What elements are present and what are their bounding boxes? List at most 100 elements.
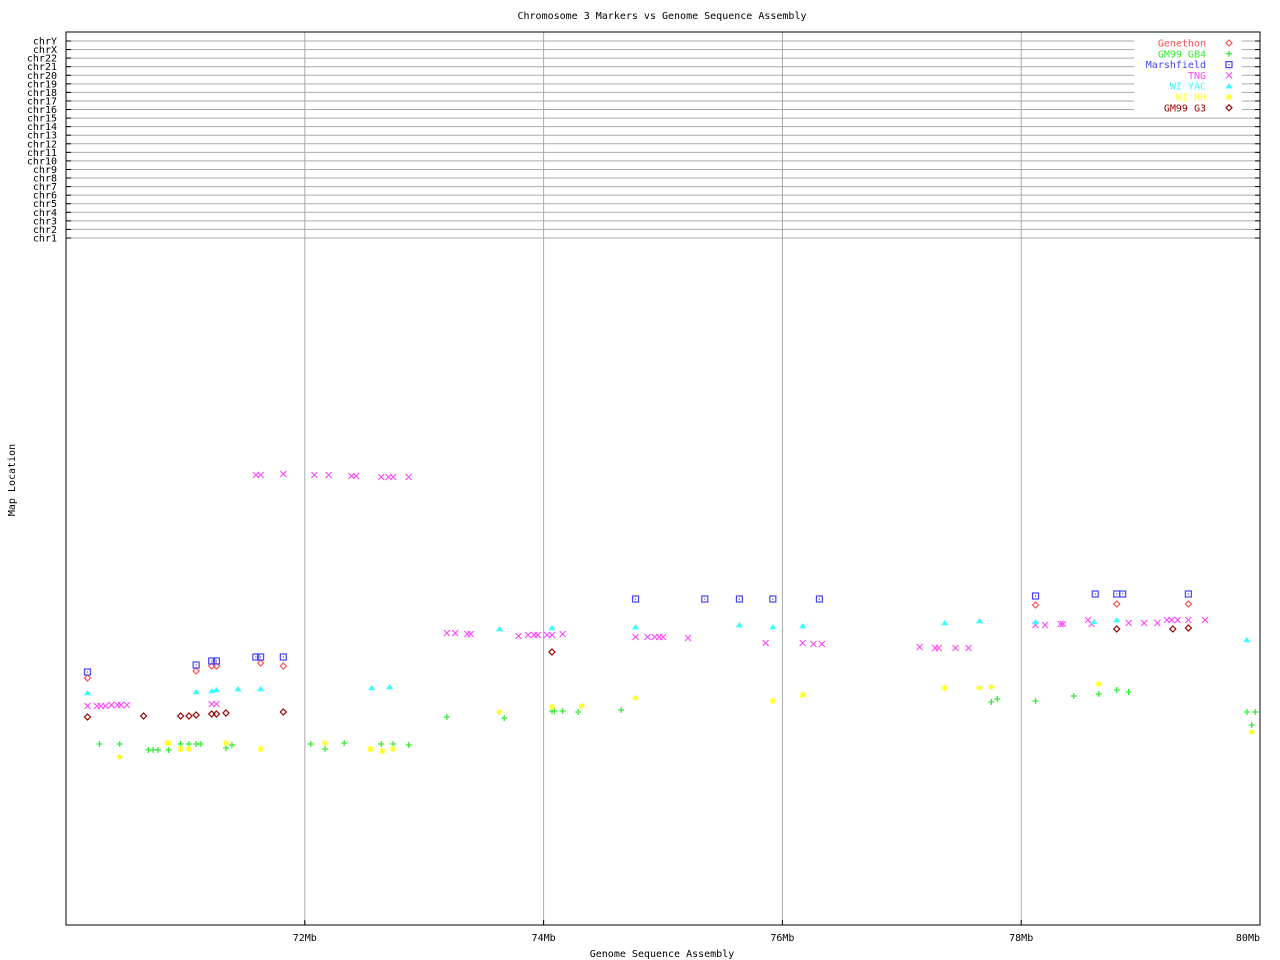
series-wi-rh <box>116 681 1255 760</box>
chromosome-label: chr8 <box>33 174 57 185</box>
data-point <box>1041 621 1049 629</box>
data-point <box>83 689 92 696</box>
data-point <box>192 661 200 669</box>
data-point <box>935 644 943 652</box>
data-point <box>1091 590 1099 598</box>
data-point <box>212 686 221 693</box>
chromosome-label: chr11 <box>27 148 57 159</box>
data-point <box>102 702 109 710</box>
data-point <box>208 657 216 665</box>
chromosome-label: chr17 <box>27 96 57 107</box>
chromosome-label: chr18 <box>27 88 57 99</box>
data-point <box>443 629 451 637</box>
data-point <box>994 696 1001 702</box>
data-point <box>322 740 329 746</box>
data-point <box>176 712 185 720</box>
data-point <box>368 684 376 691</box>
data-point <box>116 754 123 760</box>
data-point <box>965 644 973 652</box>
data-point <box>1059 620 1067 628</box>
data-point <box>1184 590 1192 598</box>
legend-background <box>1134 48 1242 60</box>
legend-label: WI RH <box>1176 93 1206 104</box>
data-point <box>212 657 221 665</box>
data-point <box>379 748 386 754</box>
legend-label: Marshfield <box>1146 60 1206 71</box>
x-tick-label: 74Mb <box>532 933 556 944</box>
data-point <box>212 710 221 718</box>
data-point <box>257 471 265 479</box>
data-point <box>799 639 807 647</box>
data-point <box>256 659 265 667</box>
chromosome-label: chr4 <box>33 208 57 219</box>
data-point <box>279 662 288 670</box>
data-point <box>701 595 709 603</box>
data-point <box>451 629 459 637</box>
data-point <box>1168 625 1177 633</box>
legend-background <box>1134 70 1242 82</box>
data-point <box>213 700 220 708</box>
chromosome-label: chr21 <box>27 62 57 73</box>
legend-background <box>1134 81 1242 92</box>
data-point <box>117 701 125 709</box>
data-point <box>941 619 949 626</box>
series-marshfield <box>83 590 1192 676</box>
data-point <box>799 692 806 698</box>
data-point <box>96 741 103 747</box>
data-point <box>467 630 475 638</box>
legend-marker <box>1225 103 1233 112</box>
data-point <box>83 674 92 682</box>
data-point <box>257 685 265 692</box>
data-point <box>1168 616 1176 624</box>
data-point <box>941 685 948 691</box>
data-point <box>389 473 397 481</box>
data-point <box>975 617 983 624</box>
data-point <box>279 470 287 478</box>
data-point <box>735 621 743 628</box>
data-point <box>559 708 566 714</box>
data-point <box>1201 616 1209 624</box>
data-point <box>257 653 265 661</box>
y-axis-label: Map Location <box>7 444 18 516</box>
legend-background <box>1134 92 1242 103</box>
legend-marker <box>1226 50 1232 57</box>
data-point <box>548 631 556 639</box>
data-point <box>578 703 585 709</box>
data-point <box>548 624 556 631</box>
data-point <box>1174 616 1181 624</box>
data-point <box>976 685 983 691</box>
data-point <box>534 631 542 639</box>
data-point <box>684 634 692 642</box>
data-point <box>659 633 667 641</box>
data-point <box>1112 625 1121 633</box>
data-point <box>325 471 333 479</box>
data-point <box>1112 600 1121 608</box>
chromosome-label: chr3 <box>33 216 57 227</box>
data-point <box>1095 691 1102 697</box>
chromosome-label: chr9 <box>33 165 57 176</box>
data-point <box>559 630 567 638</box>
chromosome-label: chr16 <box>27 105 57 116</box>
data-point <box>810 640 817 648</box>
chromosome-label: chr19 <box>27 79 57 90</box>
data-point <box>378 741 385 747</box>
data-point <box>139 712 148 720</box>
data-point <box>192 711 200 719</box>
data-point <box>1031 592 1040 600</box>
data-point <box>83 668 92 676</box>
data-point <box>644 633 651 641</box>
data-point <box>1113 687 1120 693</box>
data-point <box>154 747 161 753</box>
data-point <box>310 471 318 479</box>
data-point <box>443 714 450 720</box>
data-point <box>222 740 229 746</box>
legend-marker <box>1226 94 1232 100</box>
chromosome-label: chr13 <box>27 131 57 142</box>
data-point <box>322 746 329 752</box>
data-point <box>279 708 288 716</box>
chromosome-label: chr10 <box>27 156 57 167</box>
data-point <box>735 595 744 603</box>
series-genethon <box>83 600 1193 682</box>
x-tick-label: 78Mb <box>1009 933 1033 944</box>
